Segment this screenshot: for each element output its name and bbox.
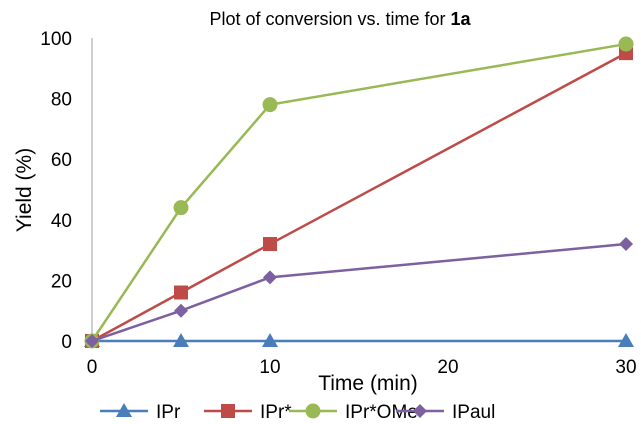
legend-item: IPr* [204,402,292,423]
y-tick-labels: 0 20 40 60 80 100 [40,29,72,353]
data-point [262,333,278,347]
legend-marker [305,403,321,419]
x-tick-label: 30 [615,357,636,378]
x-tick-label: 0 [87,357,98,378]
legend-marker [221,404,235,418]
y-axis-title: Yield (%) [13,148,36,232]
legend-marker [413,404,427,418]
x-tick-label: 20 [437,357,458,378]
data-point [174,285,188,300]
legend: IPr IPr* IPr*OMe IPaul [100,402,495,423]
x-tick-labels: 0 10 20 30 [87,357,637,378]
data-point [173,200,189,216]
x-tick-label: 10 [259,357,280,378]
legend-label: IPaul [452,402,495,423]
legend-label: IPr*OMe [345,402,418,423]
plot-area [84,36,634,349]
legend-item: IPr*OMe [289,402,418,423]
series-line [90,42,627,342]
data-point [173,333,189,347]
series-line [91,52,627,343]
data-point [85,334,99,348]
y-tick-label: 60 [51,150,72,171]
series-line [91,242,627,343]
data-point [263,237,277,252]
legend-item: IPaul [396,402,495,423]
legend-marker [116,403,132,417]
series-IPr [84,333,634,347]
legend-item: IPr [100,402,181,423]
chart-title: Plot of conversion vs. time for 1a [209,9,471,29]
data-point [263,270,277,285]
x-axis-title: Time (min) [318,372,418,395]
series-IPr* [85,46,633,348]
data-point [619,237,633,252]
series-IPr*OMe [84,36,634,349]
y-tick-label: 40 [51,211,72,232]
y-tick-label: 100 [40,29,72,50]
y-tick-label: 20 [51,271,72,292]
series-IPaul [85,237,633,348]
data-point [618,333,634,347]
y-tick-label: 0 [61,332,72,353]
data-point [262,97,278,113]
data-point [174,303,188,318]
legend-label: IPr* [260,402,292,423]
legend-label: IPr [156,402,181,423]
data-point [618,36,634,52]
y-tick-label: 80 [51,90,72,111]
